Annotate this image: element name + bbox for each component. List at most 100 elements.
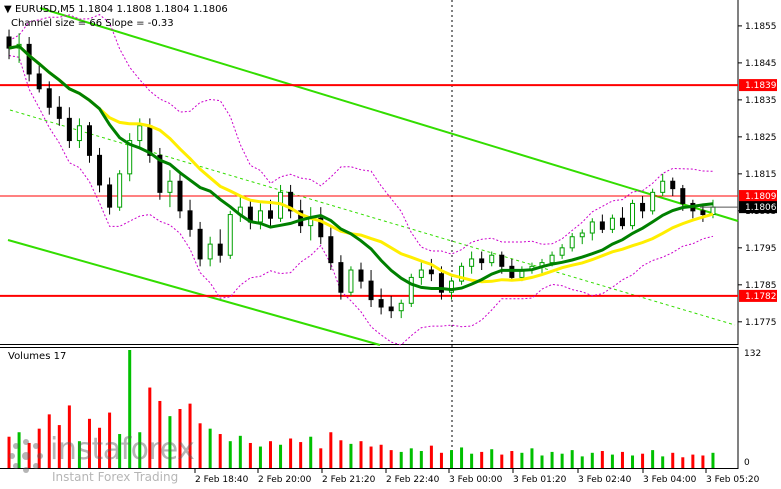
level-price-tag-label: 1.1809 <box>745 192 777 202</box>
candle-body <box>660 180 666 193</box>
volume-bar <box>118 434 122 468</box>
volume-bar <box>279 444 283 468</box>
indicator-line: Channel size = 66 Slope = -0.33 <box>11 18 174 29</box>
candle-body <box>46 88 52 108</box>
volume-bar <box>148 387 152 468</box>
bollinger-bands <box>8 14 714 346</box>
candle-body <box>318 217 324 238</box>
volume-bar <box>590 452 594 468</box>
candle-body <box>499 254 505 267</box>
volume-bar <box>289 438 293 468</box>
candle-body <box>137 125 143 142</box>
volume-bar <box>389 450 393 468</box>
candle-body <box>288 191 294 212</box>
volume-bar <box>188 403 192 468</box>
volume-bar <box>379 444 383 468</box>
channel-upper-line <box>39 7 739 222</box>
candle-body <box>449 280 455 293</box>
candle-body <box>408 276 414 304</box>
volume-bar <box>530 448 534 468</box>
volume-bar <box>369 446 373 468</box>
instaforex-logo-icon <box>9 439 43 473</box>
price-axis: 1.18551.18451.18351.18251.18151.18051.17… <box>738 22 777 328</box>
volume-bar <box>238 435 242 468</box>
x-tick-label: 2 Feb 21:20 <box>322 475 376 485</box>
candle-body <box>267 210 273 219</box>
volume-bar <box>248 442 252 468</box>
volume-bar <box>500 454 504 468</box>
x-tick-label: 2 Feb 22:40 <box>386 475 440 485</box>
y-tick-label: 1.1825 <box>745 133 777 143</box>
candles <box>6 29 716 319</box>
volume-bar <box>490 449 494 468</box>
y-tick-label: 1.1785 <box>745 281 777 291</box>
volume-bar <box>329 432 333 468</box>
volume-bar <box>409 448 413 468</box>
volume-bar <box>450 450 454 468</box>
volume-bar <box>319 448 323 468</box>
candle-body <box>489 254 495 264</box>
candle-body <box>86 125 92 156</box>
volume-bar <box>138 432 142 468</box>
candle-body <box>227 214 233 256</box>
candle-body <box>418 269 424 278</box>
candle-body <box>459 265 465 282</box>
candle-body <box>650 191 656 212</box>
volume-bar <box>550 451 554 468</box>
candle-body <box>589 221 595 234</box>
watermark-tagline: Instant Forex Trading <box>52 470 179 484</box>
volume-bar <box>178 409 182 468</box>
level-price-tag <box>739 190 777 203</box>
level-price-tag <box>739 79 777 92</box>
candle-body <box>549 254 555 264</box>
volume-bar <box>198 423 202 468</box>
volume-bar <box>87 418 91 468</box>
candle-body <box>640 202 646 212</box>
candle-body <box>368 280 374 301</box>
volume-bar <box>600 451 604 468</box>
volume-bar <box>359 441 363 468</box>
candle-body <box>36 73 42 90</box>
volume-bar <box>268 441 272 468</box>
volume-bar <box>17 432 21 468</box>
current-price-tag-label: 1.1806 <box>745 203 777 213</box>
volume-max-label: 132 <box>744 349 761 359</box>
volume-bar <box>460 447 464 468</box>
x-tick-label: 2 Feb 20:00 <box>258 475 312 485</box>
candle-body <box>609 217 615 230</box>
y-tick-label: 1.1795 <box>745 244 777 254</box>
channel-lower-line <box>7 239 381 346</box>
volume-bar <box>67 405 71 468</box>
volume-bar <box>439 452 443 468</box>
candle-body <box>217 243 223 256</box>
candle-body <box>107 184 113 208</box>
volume-bar <box>429 445 433 468</box>
candle-body <box>127 140 133 175</box>
volume-bar <box>98 427 102 468</box>
volume-min-label: 0 <box>744 458 750 468</box>
candle-body <box>197 228 203 260</box>
level-price-tag <box>739 289 777 302</box>
candle-body <box>328 236 334 264</box>
volume-bar <box>691 454 695 468</box>
candle-body <box>388 306 394 312</box>
candle-body <box>26 43 32 75</box>
volume-bar <box>671 452 675 468</box>
volume-bar <box>168 416 172 468</box>
moving-averages <box>8 44 714 292</box>
volume-bar <box>7 436 11 468</box>
volume-bar <box>480 451 484 468</box>
candle-body <box>348 269 354 293</box>
watermark: instaforex Instant Forex Trading <box>6 432 206 487</box>
candle-body <box>630 202 636 227</box>
band-upper-line <box>8 14 714 255</box>
volume-bar <box>631 455 635 468</box>
volume-bar <box>510 451 514 468</box>
band-lower-line <box>8 55 714 346</box>
x-tick-label: 3 Feb 05:20 <box>706 475 760 485</box>
volume-bar <box>128 350 132 468</box>
candle-body <box>619 217 625 227</box>
header-arrow-icon: ▼ <box>4 4 12 15</box>
